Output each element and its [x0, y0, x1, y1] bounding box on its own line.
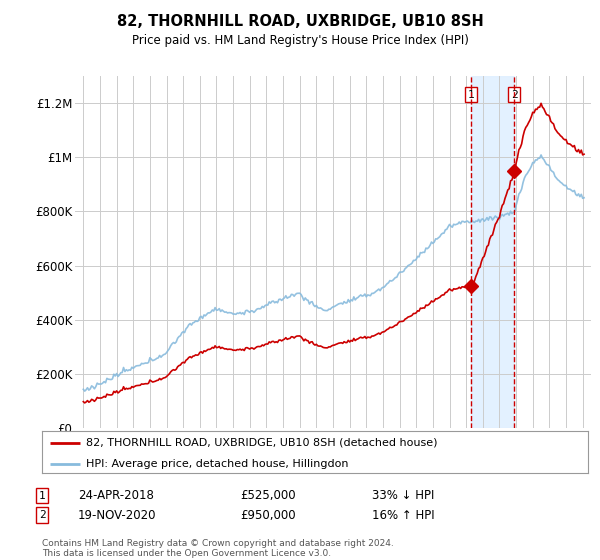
Text: £525,000: £525,000 [240, 489, 296, 502]
Text: 1: 1 [468, 90, 475, 100]
Text: 19-NOV-2020: 19-NOV-2020 [78, 508, 157, 522]
Text: Contains HM Land Registry data © Crown copyright and database right 2024.
This d: Contains HM Land Registry data © Crown c… [42, 539, 394, 558]
Text: 1: 1 [38, 491, 46, 501]
Text: 2: 2 [511, 90, 517, 100]
Bar [472, 76, 514, 428]
Text: 2: 2 [38, 510, 46, 520]
Text: 82, THORNHILL ROAD, UXBRIDGE, UB10 8SH: 82, THORNHILL ROAD, UXBRIDGE, UB10 8SH [116, 14, 484, 29]
Text: 82, THORNHILL ROAD, UXBRIDGE, UB10 8SH (detached house): 82, THORNHILL ROAD, UXBRIDGE, UB10 8SH (… [86, 438, 437, 448]
Text: 16% ↑ HPI: 16% ↑ HPI [372, 508, 434, 522]
Text: 24-APR-2018: 24-APR-2018 [78, 489, 154, 502]
Text: £950,000: £950,000 [240, 508, 296, 522]
Text: 33% ↓ HPI: 33% ↓ HPI [372, 489, 434, 502]
Text: HPI: Average price, detached house, Hillingdon: HPI: Average price, detached house, Hill… [86, 459, 348, 469]
Text: Price paid vs. HM Land Registry's House Price Index (HPI): Price paid vs. HM Land Registry's House … [131, 34, 469, 46]
